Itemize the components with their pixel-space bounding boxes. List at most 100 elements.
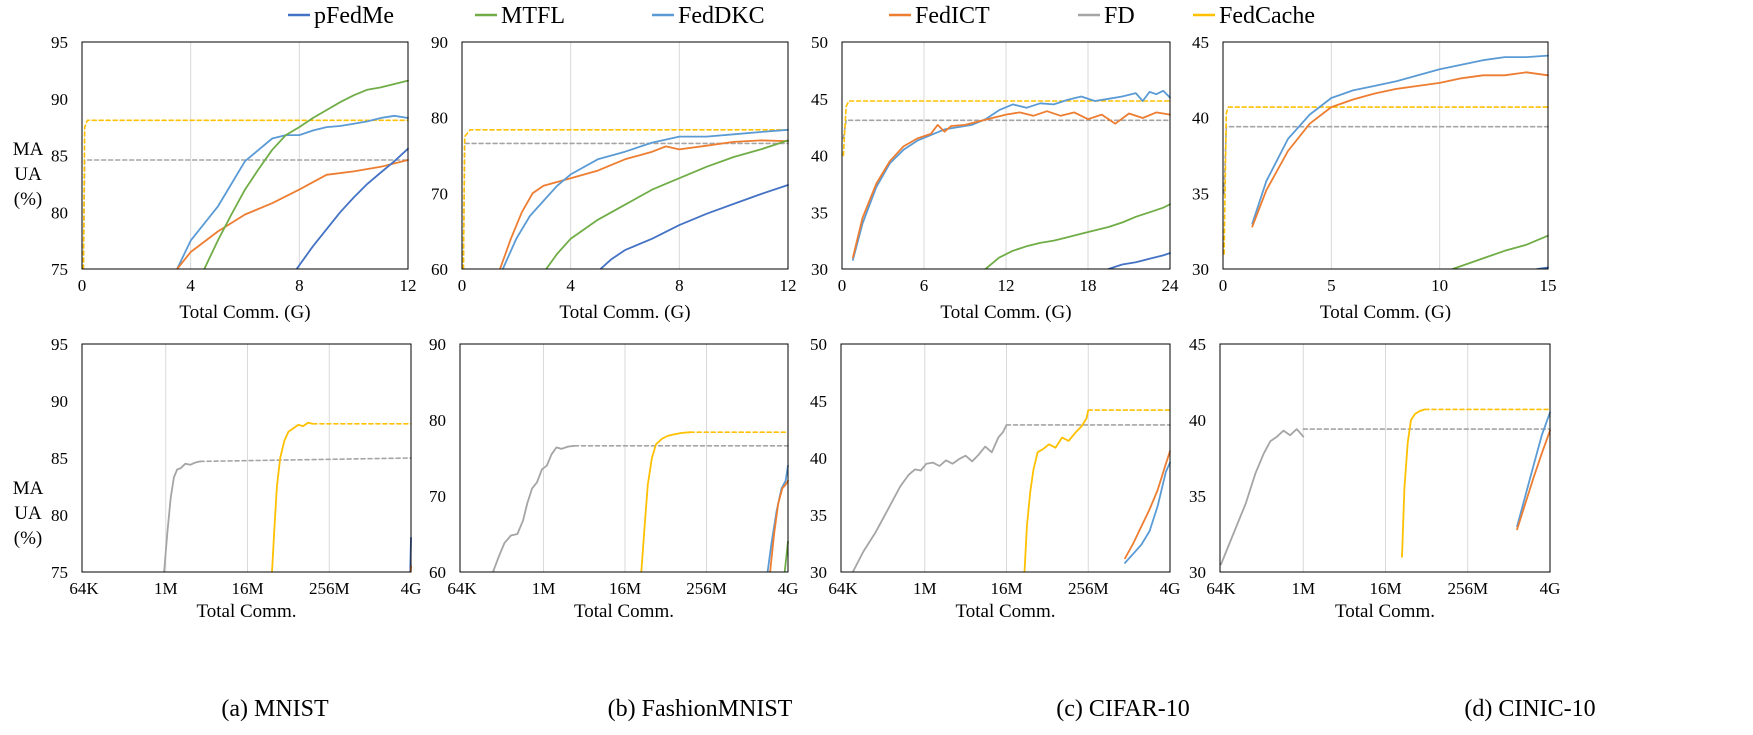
y-tick-label: 70	[431, 184, 448, 203]
chart-fashionmnist-linear: 60 70 80 90 0 4 8 12 Total Comm. (G)	[431, 33, 797, 323]
series-line-mtfl	[203, 79, 409, 269]
series-line-feddkc	[1516, 411, 1551, 528]
x-axis-label: Total Comm. (G)	[940, 302, 1071, 323]
x-tick-label: 1M	[532, 579, 556, 598]
y-tick-label: 30	[810, 563, 827, 582]
x-tick-label: 64K	[1206, 579, 1236, 598]
x-tick-label: 12	[400, 276, 417, 295]
x-tick-label: 4	[566, 276, 575, 295]
y-axis-label-top: MA UA (%)	[13, 139, 44, 210]
series-line-fd	[163, 460, 202, 572]
y-tick-label: 40	[1189, 411, 1206, 430]
x-tick-label: 256M	[1068, 579, 1109, 598]
series-line-fd-dashed	[1223, 125, 1549, 195]
x-axis-label: Total Comm. (G)	[559, 302, 690, 323]
chart-fashionmnist-log: 60 70 80 90 64K 1M 16M 256M 4G Total Comm.	[429, 335, 798, 622]
chart-cifar-10-log: 30 35 40 45 50 64K 1M 16M 256M 4G Total Comm.	[810, 335, 1180, 622]
x-tick-label: 64K	[69, 579, 99, 598]
y-tick-label: 45	[810, 392, 827, 411]
y-tick-label: 35	[1189, 487, 1206, 506]
y-tick-label: 50	[811, 33, 828, 52]
x-tick-label: 12	[780, 276, 797, 295]
series-line-mtfl	[783, 540, 789, 572]
series-line-feddkc	[501, 128, 789, 269]
series-line-fedcache-dashed	[842, 100, 1171, 157]
series-line-fedict	[1124, 450, 1171, 560]
y-axis-label-line-3: (%)	[14, 528, 42, 549]
x-tick-label: 256M	[686, 579, 727, 598]
x-axis-label: Total Comm.	[196, 601, 296, 622]
x-tick-label: 18	[1080, 276, 1097, 295]
x-tick-label: 256M	[309, 579, 350, 598]
x-tick-label: 256M	[1447, 579, 1488, 598]
y-axis-label-line-2: UA	[14, 164, 42, 185]
x-axis-label: Total Comm.	[955, 601, 1055, 622]
y-tick-label: 95	[51, 33, 68, 52]
chart-cinic-10-log: 30 35 40 45 64K 1M 16M 256M 4G Total Comm.	[1189, 335, 1560, 622]
chart-mnist-linear: 75 80 85 90 95 0 4 8 12 Total Comm. (G)	[51, 33, 417, 323]
legend-label: FD	[1104, 3, 1135, 29]
y-axis-label-bottom: MA UA (%)	[13, 478, 44, 549]
series-line-feddkc	[1124, 461, 1171, 564]
plot-area	[459, 343, 789, 573]
legend-label: pFedMe	[314, 3, 394, 29]
x-tick-label: 0	[78, 276, 87, 295]
series-line-feddkc	[1251, 54, 1549, 225]
plot-area	[461, 41, 789, 270]
y-tick-label: 30	[811, 260, 828, 279]
plot-area	[1222, 41, 1549, 270]
legend: pFedMe MTFL FedDKC FedICT FD FedCache	[288, 3, 1315, 29]
y-tick-label: 30	[1189, 563, 1206, 582]
y-tick-label: 60	[431, 260, 448, 279]
plot-area	[81, 343, 412, 573]
plot-area	[840, 343, 1171, 573]
y-tick-label: 85	[51, 147, 68, 166]
y-tick-label: 50	[810, 335, 827, 354]
series-line-fedcache-dashed	[1223, 106, 1549, 255]
x-tick-label: 6	[920, 276, 929, 295]
x-tick-label: 24	[1162, 276, 1180, 295]
x-tick-label: 5	[1327, 276, 1336, 295]
caption-fashionmnist: (b) FashionMNIST	[608, 696, 793, 722]
series-line-fedcache	[271, 421, 314, 572]
caption-mnist: (a) MNIST	[221, 696, 329, 722]
series-line-fedict	[1516, 429, 1551, 531]
plot-area	[81, 41, 409, 270]
series-line-fedict	[499, 139, 789, 269]
series-line-fedict	[1251, 71, 1549, 228]
series-line-fd-dashed	[199, 457, 412, 463]
caption-cinic10: (d) CINIC-10	[1464, 696, 1595, 722]
x-tick-label: 4G	[401, 579, 422, 598]
y-tick-label: 40	[810, 449, 827, 468]
y-tick-label: 40	[1192, 109, 1209, 128]
x-tick-label: 0	[458, 276, 467, 295]
x-tick-label: 8	[675, 276, 684, 295]
legend-item-fd: FD	[1078, 3, 1135, 29]
x-axis-label: Total Comm. (G)	[179, 302, 310, 323]
y-tick-label: 85	[51, 449, 68, 468]
x-tick-label: 4	[186, 276, 195, 295]
y-tick-label: 80	[431, 109, 448, 128]
x-tick-label: 4G	[1160, 579, 1181, 598]
series-group	[492, 431, 789, 572]
x-axis-label: Total Comm.	[574, 601, 674, 622]
series-line-feddkc	[852, 89, 1171, 261]
x-tick-label: 1M	[1291, 579, 1315, 598]
series-line-fedict	[852, 110, 1171, 259]
chart-cinic-10-linear: 30 35 40 45 0 5 10 15 Total Comm. (G)	[1192, 33, 1557, 323]
series-line-fd	[492, 444, 576, 572]
y-tick-label: 35	[811, 203, 828, 222]
series-group	[1220, 408, 1551, 566]
x-tick-label: 1M	[154, 579, 178, 598]
series-line-fedcache	[1401, 408, 1426, 558]
legend-item-pfedme: pFedMe	[288, 3, 394, 29]
series-line-fedict	[176, 159, 409, 269]
x-tick-label: 64K	[447, 579, 477, 598]
series-group	[842, 89, 1171, 269]
x-tick-label: 10	[1431, 276, 1448, 295]
legend-label: MTFL	[501, 3, 565, 29]
x-tick-label: 1M	[913, 579, 937, 598]
y-tick-label: 75	[51, 260, 68, 279]
